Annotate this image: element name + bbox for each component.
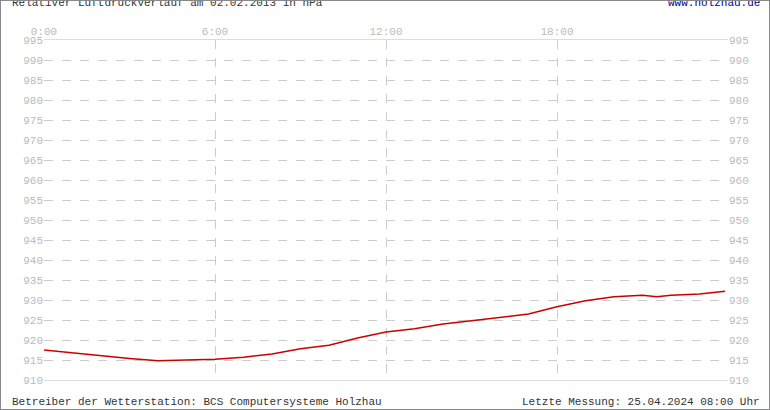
svg-text:980: 980 — [729, 95, 749, 107]
svg-text:945: 945 — [729, 235, 749, 247]
svg-text:970: 970 — [23, 135, 43, 147]
svg-text:940: 940 — [729, 255, 749, 267]
svg-text:980: 980 — [23, 95, 43, 107]
svg-text:995: 995 — [729, 35, 749, 47]
svg-text:6:00: 6:00 — [202, 26, 228, 38]
svg-text:950: 950 — [23, 215, 43, 227]
svg-text:930: 930 — [23, 295, 43, 307]
svg-text:935: 935 — [23, 275, 43, 287]
svg-text:950: 950 — [729, 215, 749, 227]
svg-text:985: 985 — [729, 75, 749, 87]
svg-text:www.holzhau.de: www.holzhau.de — [668, 1, 760, 9]
svg-text:945: 945 — [23, 235, 43, 247]
svg-text:955: 955 — [729, 195, 749, 207]
svg-text:965: 965 — [23, 155, 43, 167]
svg-text:990: 990 — [23, 55, 43, 67]
svg-text:930: 930 — [729, 295, 749, 307]
svg-text:12:00: 12:00 — [369, 26, 402, 38]
svg-text:990: 990 — [729, 55, 749, 67]
svg-text:965: 965 — [729, 155, 749, 167]
svg-text:920: 920 — [23, 335, 43, 347]
svg-text:915: 915 — [23, 355, 43, 367]
svg-text:18:00: 18:00 — [540, 26, 573, 38]
svg-text:975: 975 — [23, 115, 43, 127]
svg-text:925: 925 — [729, 315, 749, 327]
svg-text:935: 935 — [729, 275, 749, 287]
svg-text:925: 925 — [23, 315, 43, 327]
svg-text:960: 960 — [729, 175, 749, 187]
svg-text:Letzte Messung: 25.04.2024 08:: Letzte Messung: 25.04.2024 08:00 Uhr — [522, 396, 760, 408]
svg-text:0:00: 0:00 — [31, 26, 57, 38]
svg-text:915: 915 — [729, 355, 749, 367]
svg-text:975: 975 — [729, 115, 749, 127]
svg-text:910: 910 — [729, 375, 749, 387]
svg-text:995: 995 — [23, 35, 43, 47]
svg-text:Relativer Luftdruckverlauf am: Relativer Luftdruckverlauf am 02.02.2013… — [12, 1, 323, 9]
svg-text:985: 985 — [23, 75, 43, 87]
svg-text:940: 940 — [23, 255, 43, 267]
svg-text:955: 955 — [23, 195, 43, 207]
svg-text:Betreiber der Wetterstation: B: Betreiber der Wetterstation: BCS Compute… — [12, 396, 382, 408]
svg-text:970: 970 — [729, 135, 749, 147]
svg-text:920: 920 — [729, 335, 749, 347]
svg-text:910: 910 — [23, 375, 43, 387]
svg-text:960: 960 — [23, 175, 43, 187]
